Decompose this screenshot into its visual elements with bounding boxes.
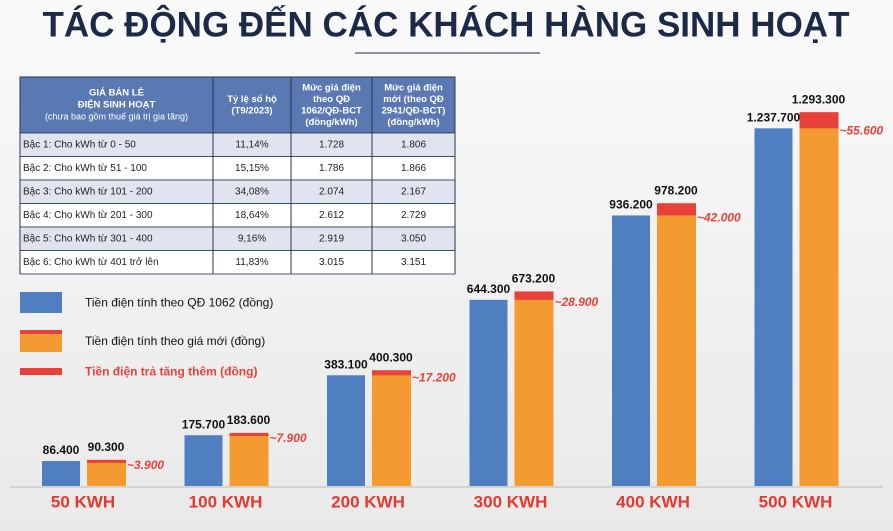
legend-label: Tiền điện tính theo QĐ 1062 (đồng) (85, 296, 273, 310)
header-text: (đồng/kWh) (305, 117, 357, 128)
value-label: 183.600 (227, 413, 271, 427)
header-text: Mức giá điện (384, 82, 443, 93)
legend-label: Tiền điện tính theo giá mới (đồng) (85, 334, 265, 348)
value-label: 175.700 (182, 417, 226, 431)
header-text: (T9/2023) (231, 105, 272, 116)
bar-old (612, 215, 650, 486)
value-label: 1.293.300 (792, 92, 846, 106)
cell-text: 2.074 (319, 186, 344, 197)
cell-text: 18,64% (235, 210, 269, 221)
bar-old (754, 128, 793, 487)
value-label: 383.100 (324, 357, 368, 371)
cell-text: 1.806 (401, 139, 426, 150)
cell-text: 3.015 (319, 257, 344, 268)
bar-old (184, 435, 223, 486)
x-tick-label: 300 KWH (474, 492, 548, 511)
x-tick-label: 50 KWH (51, 492, 115, 511)
x-tick-label: 200 KWH (331, 492, 405, 511)
legend-swatch (20, 368, 62, 375)
header-text: 1062/QĐ-BCT (301, 105, 362, 116)
value-label: 673.200 (512, 272, 556, 286)
cell-text: 2.919 (319, 233, 344, 244)
x-tick-label: 500 KWH (759, 492, 833, 511)
cell-text: 3.151 (401, 257, 426, 268)
header-text: (chưa bao gồm thuế giá trị gia tăng) (45, 111, 188, 121)
bar-increase (372, 370, 411, 376)
value-label: 90.300 (88, 440, 125, 454)
bar-new (87, 459, 126, 486)
increase-label: ~17.200 (412, 370, 456, 384)
increase-label: ~3.900 (127, 458, 164, 472)
x-tick-label: 100 KWH (189, 492, 263, 511)
x-tick-label: 400 KWH (616, 492, 690, 511)
value-label: 936.200 (609, 198, 653, 212)
bar-new (799, 112, 839, 486)
bar-old (42, 461, 80, 486)
bar-increase (657, 203, 696, 216)
value-label: 644.300 (467, 282, 511, 296)
title: TÁC ĐỘNG ĐẾN CÁC KHÁCH HÀNG SINH HOẠT (43, 4, 850, 44)
header-text: ĐIỆN SINH HOẠT (78, 99, 156, 111)
cell-text: Bậc 2: Cho kWh từ 51 - 100 (23, 163, 147, 174)
table-header (19, 76, 456, 134)
bar-new (657, 203, 696, 486)
cell-text: 2.612 (319, 210, 344, 221)
header-text: Tỷ lệ số hộ (227, 94, 277, 105)
bar-old (469, 299, 508, 486)
header-text: mới (theo QĐ (383, 94, 444, 105)
cell-text: 9,16% (238, 233, 266, 244)
value-label: 978.200 (654, 183, 698, 197)
cell-text: 2.167 (401, 186, 426, 197)
header-text: theo QĐ (313, 94, 350, 105)
legend-swatch (20, 330, 62, 352)
bar-old (327, 375, 365, 486)
bar-new (514, 291, 554, 486)
increase-label: ~55.600 (840, 123, 884, 137)
cell-text: Bậc 6: Cho kWh từ 401 trở lên (23, 256, 159, 268)
cell-text: Bậc 1: Cho kWh từ 0 - 50 (23, 139, 136, 150)
cell-text: 1.866 (401, 163, 426, 174)
bar-increase (514, 291, 554, 300)
bar-new (229, 432, 269, 486)
increase-label: ~42.000 (697, 211, 741, 225)
cell-text: 3.050 (401, 233, 426, 244)
header-text: GIÁ BÁN LẺ (89, 87, 144, 99)
value-label: 86.400 (43, 443, 80, 457)
cell-text: 1.786 (319, 163, 344, 174)
cell-text: 11,14% (235, 139, 268, 150)
cell-text: 2.729 (401, 210, 426, 221)
legend-label: Tiền điện trả tăng thêm (đồng) (85, 365, 257, 379)
header-text: 2941/QĐ-BCT) (382, 105, 446, 116)
header-text: Mức giá điện (302, 82, 361, 93)
bar-increase (229, 432, 269, 436)
cell-text: 11,83% (235, 257, 268, 268)
increase-label: ~28.900 (555, 295, 599, 309)
value-label: 1.237.700 (747, 110, 801, 124)
increase-label: ~7.900 (270, 431, 307, 445)
legend-swatch (20, 292, 62, 313)
legend-swatch-top (20, 330, 62, 334)
bar-increase (87, 459, 126, 463)
header-text: (đồng/kWh) (387, 117, 439, 128)
bar-increase (799, 112, 839, 129)
cell-text: 34,08% (235, 186, 269, 197)
cell-text: Bậc 4: Cho kWh từ 201 - 300 (23, 210, 153, 221)
bar-new (372, 370, 411, 486)
cell-text: 1.728 (319, 139, 344, 150)
cell-text: Bậc 3: Cho kWh từ 101 - 200 (23, 186, 153, 197)
cell-text: Bậc 5: Cho kWh từ 301 - 400 (23, 233, 153, 244)
value-label: 400.300 (369, 350, 413, 364)
cell-text: 15,15% (235, 163, 269, 174)
